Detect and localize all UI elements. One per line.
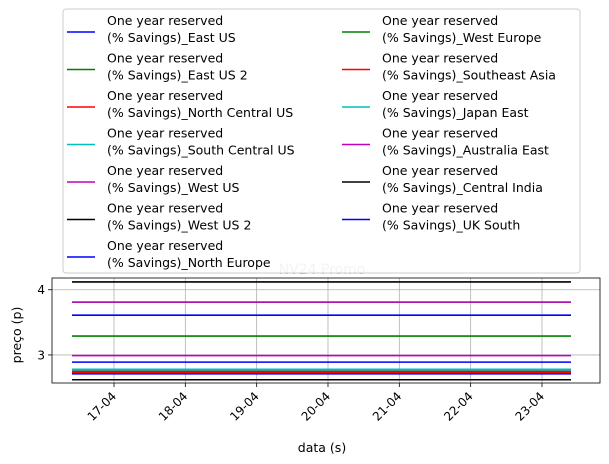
legend-label: One year reserved (% Savings)_Australia E… [382, 126, 549, 158]
y-tick-label: 4 [37, 283, 45, 297]
legend: One year reserved (% Savings)_East USOne … [62, 8, 581, 274]
legend-label-line: (% Savings)_East US [107, 30, 236, 45]
legend-label-line: (% Savings)_South Central US [107, 143, 295, 158]
legend-label-line: (% Savings)_West US 2 [107, 218, 251, 233]
legend-label-line: (% Savings)_Southeast Asia [382, 68, 556, 83]
legend-label-line: One year reserved [382, 13, 498, 28]
legend-label: One year reserved (% Savings)_Japan East [382, 88, 529, 120]
legend-label-line: (% Savings)_West Europe [382, 30, 542, 45]
legend-label-line: (% Savings)_East US 2 [107, 68, 248, 83]
legend-label: One year reserved (% Savings)_West US [107, 163, 240, 195]
legend-label-line: (% Savings)_UK South [382, 218, 520, 233]
x-axis-label: data (s) [298, 440, 346, 455]
legend-label: One year reserved (% Savings)_West Europe [382, 13, 542, 45]
legend-label-line: One year reserved [382, 201, 498, 216]
legend-label-line: (% Savings)_Japan East [382, 105, 529, 120]
y-axis-label: preço (p) [9, 307, 24, 364]
legend-label-line: One year reserved [107, 163, 223, 178]
plot-frame [51, 277, 601, 384]
legend-label-line: One year reserved [382, 163, 498, 178]
legend-label: One year reserved (% Savings)_Central Ind… [382, 163, 543, 195]
legend-label: One year reserved (% Savings)_UK South [382, 201, 520, 233]
legend-label-line: One year reserved [382, 88, 498, 103]
legend-label-line: One year reserved [107, 238, 223, 253]
legend-label: One year reserved (% Savings)_North Centr… [107, 88, 293, 120]
legend-label: One year reserved (% Savings)_West US 2 [107, 201, 251, 233]
legend-label-line: One year reserved [107, 201, 223, 216]
legend-label: One year reserved (% Savings)_East US 2 [107, 51, 248, 83]
legend-label: One year reserved (% Savings)_Southeast A… [382, 51, 556, 83]
legend-label-line: (% Savings)_North Central US [107, 105, 293, 120]
legend-label-line: (% Savings)_North Europe [107, 255, 271, 270]
legend-label-line: One year reserved [382, 51, 498, 66]
legend-label-line: One year reserved [107, 88, 223, 103]
series-lines [72, 281, 571, 381]
legend-label-line: One year reserved [107, 51, 223, 66]
legend-frame [62, 8, 581, 274]
legend-label: One year reserved (% Savings)_South Centr… [107, 126, 295, 158]
legend-label: One year reserved (% Savings)_North Europ… [107, 238, 271, 270]
legend-label-line: (% Savings)_Central India [382, 180, 543, 195]
legend-label-line: One year reserved [107, 126, 223, 141]
y-tick-label: 3 [37, 348, 45, 362]
legend-label-line: One year reserved [382, 126, 498, 141]
legend-label-line: (% Savings)_Australia East [382, 143, 549, 158]
legend-label: One year reserved (% Savings)_East US [107, 13, 236, 45]
legend-label-line: One year reserved [107, 13, 223, 28]
legend-label-line: (% Savings)_West US [107, 180, 240, 195]
